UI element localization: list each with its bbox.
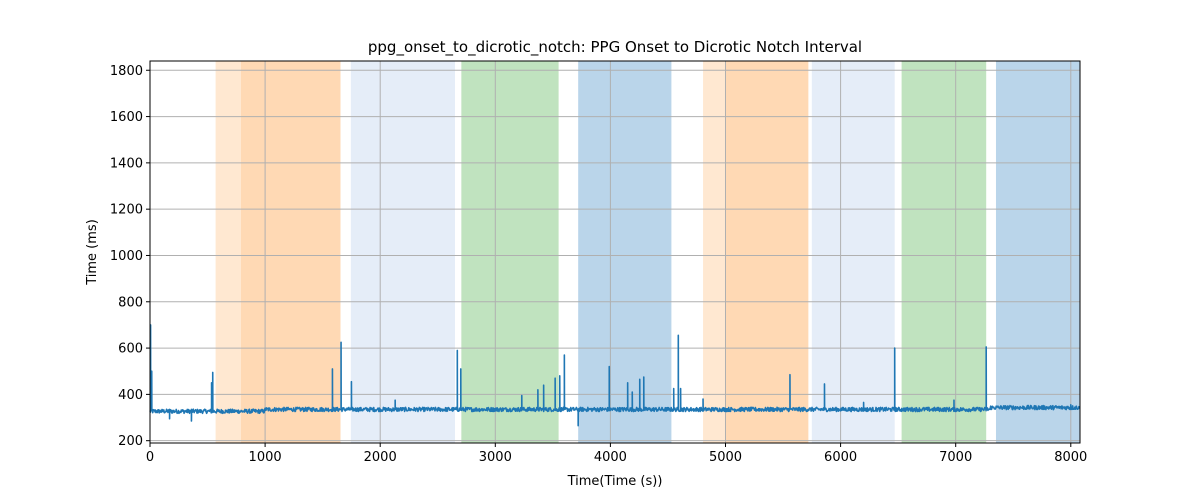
- shaded-region-7: [811, 61, 895, 443]
- y-tick-label-8: 1800: [110, 64, 143, 79]
- x-tick-label-7: 7000: [939, 450, 972, 465]
- y-tick-label-6: 1400: [110, 156, 143, 171]
- y-tick-label-3: 800: [118, 295, 143, 310]
- y-tick-label-5: 1200: [110, 203, 143, 218]
- shaded-region-1: [240, 61, 341, 443]
- y-tick-label-0: 200: [118, 434, 143, 449]
- plot-frame: [149, 60, 1081, 444]
- chart-title: ppg_onset_to_dicrotic_notch: PPG Onset t…: [368, 38, 862, 57]
- shaded-region-2: [350, 61, 456, 443]
- x-tick-label-5: 5000: [709, 450, 742, 465]
- gridlines: [149, 61, 1080, 443]
- y-tick-label-7: 1600: [110, 110, 143, 125]
- y-tick-label-2: 600: [118, 342, 143, 357]
- x-tick-label-8: 8000: [1054, 450, 1087, 465]
- x-axis-label: Time(Time (s)): [567, 474, 663, 489]
- shaded-regions: [215, 61, 1080, 443]
- x-tick-label-1: 1000: [249, 450, 282, 465]
- y-axis-label: Time (ms): [85, 219, 100, 286]
- y-tick-label-4: 1000: [110, 249, 143, 264]
- y-tick-label-1: 400: [118, 388, 143, 403]
- shaded-region-6: [724, 61, 809, 443]
- shaded-region-3: [461, 61, 559, 443]
- x-axis: 0 1000 2000 3000 4000 5000 6000 7000 8000: [146, 443, 1087, 465]
- shaded-region-4: [578, 61, 672, 443]
- x-tick-label-3: 3000: [479, 450, 512, 465]
- shaded-region-5: [703, 61, 725, 443]
- series-layer: [149, 324, 1080, 427]
- x-tick-label-0: 0: [146, 450, 154, 465]
- series-line-0: [149, 324, 1080, 427]
- y-axis: 200 400 600 800 1000 1200 1400 1600 1800: [110, 64, 150, 449]
- shaded-region-9: [995, 61, 1080, 443]
- shaded-region-0: [215, 61, 241, 443]
- x-tick-label-6: 6000: [824, 450, 857, 465]
- shaded-region-8: [901, 61, 987, 443]
- x-tick-label-4: 4000: [594, 450, 627, 465]
- x-tick-label-2: 2000: [364, 450, 397, 465]
